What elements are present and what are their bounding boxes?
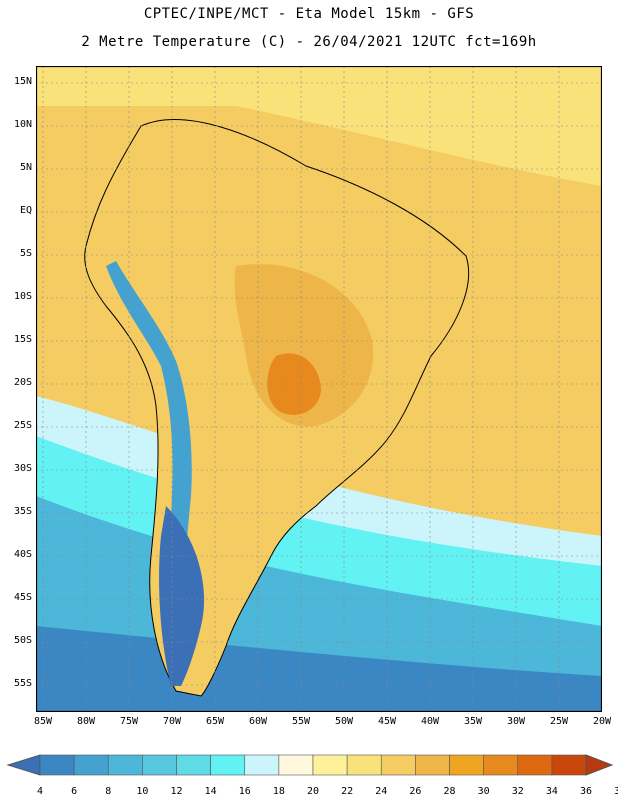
temperature-map — [35, 65, 603, 713]
colorbar-left-arrow — [6, 754, 41, 776]
lat-label: EQ — [19, 205, 32, 216]
colorbar-swatch — [210, 754, 246, 776]
lat-label: 10N — [13, 119, 32, 130]
colorbar-swatch — [415, 754, 450, 776]
lon-label: 50W — [334, 716, 354, 727]
colorbar-tick-label: 36 — [580, 786, 592, 797]
colorbar-swatch — [483, 754, 519, 776]
lon-label: 75W — [119, 716, 139, 727]
colorbar-swatch — [517, 754, 553, 776]
colorbar-swatch — [551, 754, 587, 776]
lat-label: 5S — [19, 248, 32, 259]
colorbar-swatch — [380, 754, 416, 776]
lat-label: 10S — [13, 291, 32, 302]
temperature-colorbar: 4 6 8 10 12 14 16 18 20 22 24 26 28 30 32 34 36 38 — [6, 754, 618, 797]
lon-label: 35W — [463, 716, 483, 727]
colorbar-tick-label: 14 — [205, 786, 217, 797]
lon-label: 45W — [377, 716, 397, 727]
lon-label: 40W — [420, 716, 440, 727]
lat-label: 45S — [13, 592, 32, 603]
colorbar-tick-label: 32 — [512, 786, 524, 797]
lat-label: 50S — [13, 635, 32, 646]
lat-label: 30S — [13, 463, 32, 474]
colorbar-tick-label: 16 — [239, 786, 251, 797]
colorbar-tick-label: 24 — [375, 786, 387, 797]
colorbar-tick-label: 28 — [443, 786, 455, 797]
colorbar-tick-label: 10 — [136, 786, 148, 797]
north-atlantic-light — [36, 66, 602, 186]
lon-label: 25W — [549, 716, 569, 727]
colorbar-swatch — [73, 754, 109, 776]
colorbar-swatch — [244, 754, 280, 776]
colorbar-tick-label: 18 — [273, 786, 285, 797]
lat-label: 40S — [13, 549, 32, 560]
colorbar-tick-label: 26 — [409, 786, 421, 797]
lat-label: 5N — [19, 162, 32, 173]
lon-label: 55W — [291, 716, 311, 727]
lon-label: 65W — [205, 716, 225, 727]
colorbar-swatch — [312, 754, 348, 776]
patagonia-cold — [159, 506, 205, 686]
lon-label: 80W — [76, 716, 96, 727]
colorbar-tick-label: 38 — [614, 786, 618, 797]
map-subtitle: 2 Metre Temperature (C) - 26/04/2021 12U… — [81, 34, 537, 50]
lon-label: 20W — [592, 716, 612, 727]
colorbar-tick-label: 12 — [170, 786, 182, 797]
colorbar-swatch — [278, 754, 314, 776]
colorbar-swatch — [176, 754, 211, 776]
lat-label: 35S — [13, 506, 32, 517]
map-frame — [35, 65, 603, 713]
hot-spot — [267, 353, 321, 415]
map-title: CPTEC/INPE/MCT - Eta Model 15km - GFS — [143, 6, 475, 22]
graticule — [36, 66, 602, 712]
colorbar-swatch — [39, 754, 75, 776]
colorbar-swatch — [142, 754, 177, 776]
lon-label: 85W — [33, 716, 53, 727]
lat-label: 15S — [13, 334, 32, 345]
colorbar-swatch — [449, 754, 484, 776]
colorbar-swatch — [107, 754, 143, 776]
lon-label: 30W — [506, 716, 526, 727]
lat-label: 15N — [13, 76, 32, 87]
colorbar-tick-label: 4 — [37, 786, 43, 797]
lat-label: 55S — [13, 678, 32, 689]
lon-label: 70W — [162, 716, 182, 727]
colorbar-right-arrow — [585, 754, 614, 776]
lat-label: 20S — [13, 377, 32, 388]
colorbar-tick-label: 8 — [105, 786, 111, 797]
colorbar-tick-label: 20 — [307, 786, 319, 797]
colorbar-tick-label: 34 — [546, 786, 558, 797]
lat-label: 25S — [13, 420, 32, 431]
colorbar-tick-label: 22 — [341, 786, 353, 797]
colorbar-tick-label: 6 — [71, 786, 77, 797]
lon-label: 60W — [248, 716, 268, 727]
colorbar-swatch — [346, 754, 382, 776]
colorbar-tick-label: 30 — [478, 786, 490, 797]
